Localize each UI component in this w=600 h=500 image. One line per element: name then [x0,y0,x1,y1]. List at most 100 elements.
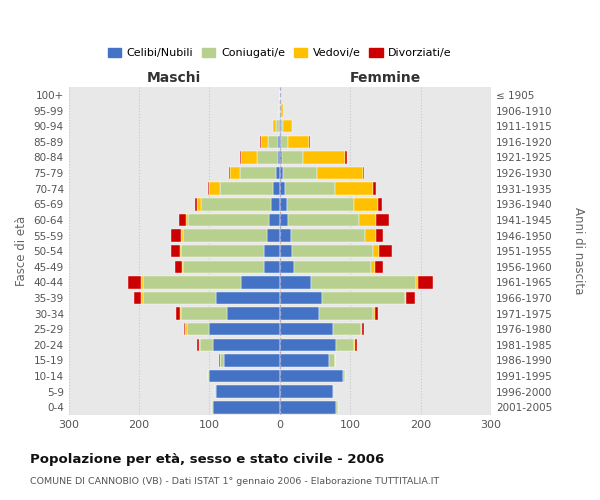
Bar [280,151,282,164]
Bar [373,182,376,195]
Text: Maschi: Maschi [147,71,202,85]
Bar [279,120,280,132]
Bar [283,167,317,179]
Bar [406,292,415,304]
Bar [128,276,141,288]
Bar [335,182,373,195]
Bar [280,386,332,398]
Bar [379,198,382,210]
Bar [280,198,287,210]
Bar [336,338,354,351]
Bar [329,354,335,366]
Bar [217,292,280,304]
Y-axis label: Anni di nascita: Anni di nascita [572,208,585,295]
Bar [343,370,345,382]
Bar [280,338,336,351]
Bar [280,292,322,304]
Bar [182,230,267,242]
Bar [273,182,280,195]
Bar [280,245,292,258]
Bar [268,136,278,148]
Bar [239,167,276,179]
Bar [276,167,280,179]
Bar [278,136,280,148]
Bar [280,260,294,273]
Bar [197,338,199,351]
Bar [141,292,143,304]
Bar [280,308,319,320]
Bar [200,338,213,351]
Bar [416,276,418,288]
Bar [141,276,143,288]
Bar [176,308,180,320]
Bar [363,167,364,179]
Bar [288,214,359,226]
Bar [375,260,383,273]
Legend: Celibi/Nubili, Coniugati/e, Vedovi/e, Divorziati/e: Celibi/Nubili, Coniugati/e, Vedovi/e, Di… [103,44,457,63]
Bar [187,323,209,336]
Bar [215,386,217,398]
Bar [292,245,373,258]
Bar [260,136,261,148]
Bar [184,323,185,336]
Bar [213,338,280,351]
Bar [220,182,273,195]
Bar [319,308,373,320]
Bar [355,338,356,351]
Bar [286,182,335,195]
Bar [280,182,286,195]
Bar [209,323,280,336]
Bar [373,245,379,258]
Bar [322,292,405,304]
Bar [209,182,220,195]
Bar [197,198,201,210]
Bar [209,370,280,382]
Text: COMUNE DI CANNOBIO (VB) - Dati ISTAT 1° gennaio 2006 - Elaborazione TUTTITALIA.I: COMUNE DI CANNOBIO (VB) - Dati ISTAT 1° … [30,478,439,486]
Bar [134,292,141,304]
Bar [376,214,389,226]
Bar [280,401,336,413]
Bar [175,260,182,273]
Bar [274,120,275,132]
Bar [294,260,371,273]
Bar [282,151,303,164]
Bar [229,167,230,179]
Bar [280,136,281,148]
Bar [201,198,271,210]
Bar [143,292,217,304]
Bar [288,136,310,148]
Bar [230,167,239,179]
Bar [275,120,279,132]
Bar [280,354,329,366]
Bar [336,401,338,413]
Bar [303,151,345,164]
Bar [181,245,265,258]
Bar [405,292,406,304]
Bar [208,370,209,382]
Bar [345,151,347,164]
Bar [179,214,186,226]
Bar [287,198,354,210]
Bar [418,276,433,288]
Bar [181,308,227,320]
Bar [375,308,379,320]
Bar [280,276,311,288]
Bar [280,323,332,336]
Bar [257,151,278,164]
Bar [261,136,268,148]
Bar [291,230,365,242]
Bar [224,354,280,366]
Bar [365,230,376,242]
Bar [143,276,241,288]
Bar [280,104,281,117]
Bar [283,120,292,132]
Bar [241,276,280,288]
Bar [317,167,363,179]
Bar [280,230,291,242]
Bar [172,245,180,258]
Bar [271,198,280,210]
Bar [332,323,361,336]
Bar [199,338,200,351]
Bar [281,120,283,132]
Bar [217,386,280,398]
